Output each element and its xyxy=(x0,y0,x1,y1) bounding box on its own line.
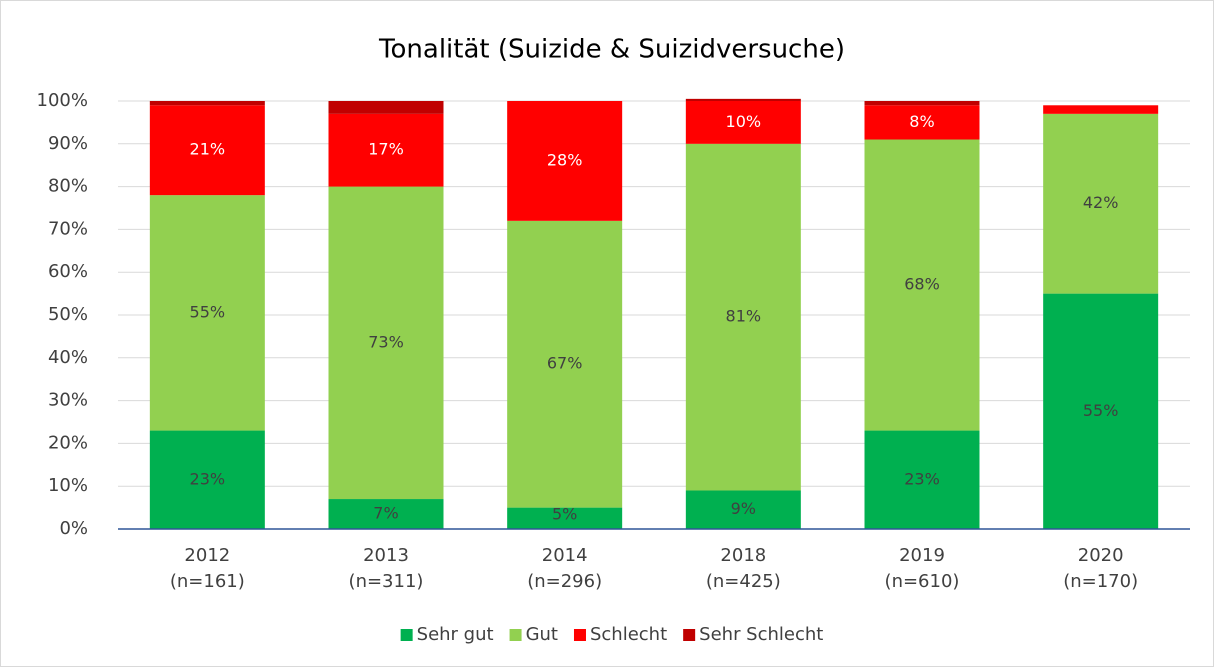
bar-segment xyxy=(149,105,265,196)
legend-label: Sehr Schlecht xyxy=(699,624,823,645)
legend-swatch xyxy=(400,629,413,641)
bar-segment xyxy=(864,430,980,529)
y-tick-label: 0% xyxy=(59,518,88,539)
y-tick-label: 10% xyxy=(48,475,88,496)
bar-segment xyxy=(685,490,801,529)
bar-segment xyxy=(864,101,980,106)
x-tick-label: 2014 xyxy=(542,545,588,566)
data-label: 42% xyxy=(1083,193,1119,212)
data-label: 21% xyxy=(190,140,226,159)
data-label: 5% xyxy=(552,505,577,524)
bar-segment xyxy=(864,139,980,431)
bar-segment xyxy=(685,143,801,491)
x-tick-note: (n=425) xyxy=(706,571,781,592)
x-tick-label: 2020 xyxy=(1078,545,1124,566)
bar-segment xyxy=(1043,293,1159,529)
legend-swatch xyxy=(573,629,586,641)
data-label: 23% xyxy=(190,469,226,488)
legend-swatch xyxy=(509,629,522,641)
x-tick-label: 2012 xyxy=(184,545,230,566)
y-tick-label: 100% xyxy=(37,90,88,111)
data-label: 8% xyxy=(909,112,934,131)
data-label: 55% xyxy=(190,302,226,321)
x-tick-note: (n=610) xyxy=(885,571,960,592)
bar-segment xyxy=(149,195,265,431)
data-label: 55% xyxy=(1083,401,1119,420)
bar-segment xyxy=(1043,105,1159,114)
legend-label: Sehr gut xyxy=(417,624,494,645)
legend-swatch xyxy=(683,629,696,641)
y-tick-label: 70% xyxy=(48,218,88,239)
y-tick-label: 40% xyxy=(48,347,88,368)
data-label: 73% xyxy=(368,332,404,351)
data-label: 9% xyxy=(731,499,756,518)
bar-segment xyxy=(328,186,444,500)
y-tick-label: 60% xyxy=(48,261,88,282)
data-label: 68% xyxy=(904,275,940,294)
y-tick-label: 80% xyxy=(48,176,88,197)
y-tick-label: 20% xyxy=(48,432,88,453)
data-label: 23% xyxy=(904,469,940,488)
bar-segment xyxy=(149,430,265,529)
bar-segment xyxy=(328,101,444,114)
data-label: 17% xyxy=(368,140,404,159)
bar-segment xyxy=(685,101,801,144)
data-label: 81% xyxy=(726,307,762,326)
y-tick-label: 50% xyxy=(48,304,88,325)
x-tick-note: (n=161) xyxy=(170,571,245,592)
x-tick-note: (n=170) xyxy=(1063,571,1138,592)
bar-segment xyxy=(328,113,444,187)
x-tick-label: 2013 xyxy=(363,545,409,566)
x-tick-note: (n=296) xyxy=(527,571,602,592)
legend-label: Gut xyxy=(526,624,558,645)
bar-segment xyxy=(149,101,265,106)
bar-segment xyxy=(685,98,801,101)
bar-segment xyxy=(1043,113,1159,294)
bar-segment xyxy=(507,101,623,221)
bar-segment xyxy=(328,499,444,529)
bar-segment xyxy=(507,507,623,529)
legend-label: Schlecht xyxy=(590,624,667,645)
x-tick-note: (n=311) xyxy=(349,571,424,592)
chart-title: Tonalität (Suizide & Suizidversuche) xyxy=(378,35,845,65)
y-tick-label: 30% xyxy=(48,390,88,411)
x-tick-label: 2019 xyxy=(899,545,945,566)
data-label: 67% xyxy=(547,354,583,373)
data-label: 28% xyxy=(547,150,583,169)
data-label: 10% xyxy=(726,112,762,131)
y-tick-label: 90% xyxy=(48,133,88,154)
bar-segment xyxy=(864,105,980,140)
data-label: 7% xyxy=(373,504,398,523)
x-tick-label: 2018 xyxy=(720,545,766,566)
bar-segment xyxy=(507,220,623,508)
